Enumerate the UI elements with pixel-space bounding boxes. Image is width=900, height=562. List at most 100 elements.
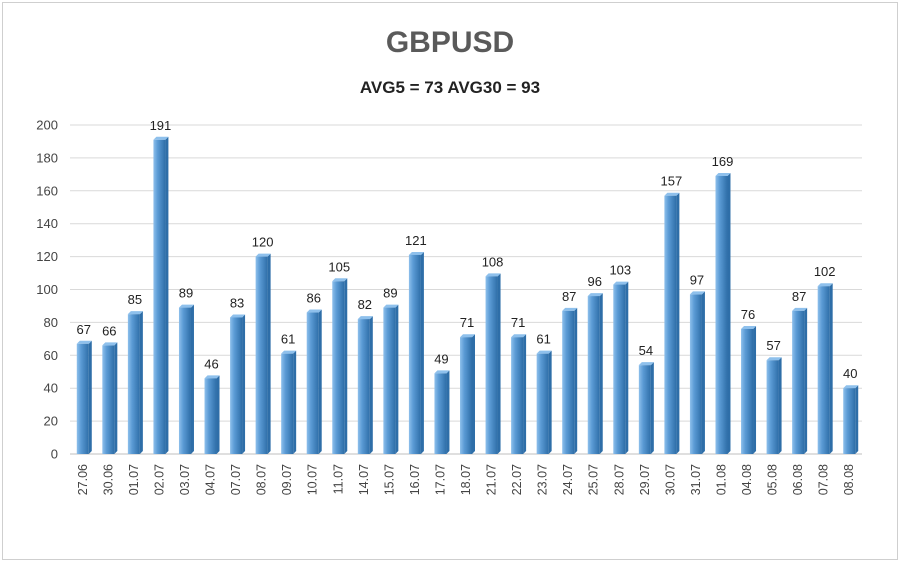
data-label: 86	[306, 291, 320, 306]
chart-title: GBPUSD	[385, 26, 515, 59]
bar	[741, 328, 754, 454]
bar-side	[778, 357, 782, 454]
bar-top	[536, 350, 552, 354]
bar	[817, 286, 830, 454]
x-tick-label: 04.07	[204, 464, 218, 495]
bar-top	[153, 136, 169, 140]
bar	[460, 337, 472, 454]
bar-side	[139, 311, 143, 454]
bar	[664, 195, 677, 455]
bar-top	[843, 385, 859, 389]
data-label: 157	[661, 174, 683, 189]
bar-top	[715, 172, 731, 176]
y-tick-label: 100	[36, 282, 58, 297]
x-tick-label: 09.07	[280, 464, 294, 495]
data-label: 169	[712, 154, 734, 169]
x-tick-label: 23.07	[536, 464, 550, 495]
data-label: 89	[383, 286, 397, 301]
y-tick-label: 60	[44, 348, 58, 363]
x-tick-label: 28.07	[612, 464, 626, 495]
y-tick-label: 80	[44, 315, 58, 330]
bar	[715, 175, 728, 454]
bar-side	[727, 172, 731, 454]
bar-side	[318, 309, 322, 454]
bar	[153, 139, 166, 454]
y-tick-label: 160	[36, 183, 58, 198]
data-label: 96	[588, 274, 602, 289]
bar	[383, 307, 396, 454]
bar-side	[242, 314, 246, 454]
bar-top	[562, 307, 578, 311]
bar-top	[332, 278, 348, 282]
data-label: 61	[281, 332, 295, 347]
bar-side	[701, 291, 705, 454]
bar	[408, 254, 421, 454]
data-label: 87	[792, 289, 806, 304]
bar-top	[306, 309, 322, 313]
bar	[638, 365, 651, 454]
data-label: 85	[128, 292, 142, 307]
bar	[281, 353, 294, 454]
bar-side	[344, 278, 348, 454]
bar-side	[420, 251, 424, 454]
x-tick-label: 01.07	[127, 464, 141, 495]
y-tick-label: 20	[44, 414, 58, 429]
data-label: 40	[843, 366, 857, 381]
data-label: 46	[204, 356, 218, 371]
data-label: 82	[358, 297, 372, 312]
bar-side	[599, 293, 603, 454]
bar-top	[638, 362, 654, 366]
bar-side	[574, 307, 578, 454]
bar-top	[613, 281, 629, 285]
bar-side	[114, 342, 118, 454]
bar	[255, 256, 268, 454]
bar-top	[460, 334, 475, 338]
bar-side	[267, 253, 271, 454]
x-tick-label: 30.07	[663, 464, 677, 495]
bar	[102, 345, 115, 454]
bar	[562, 310, 575, 454]
bar-top	[76, 340, 92, 344]
x-tick-label: 30.06	[101, 464, 115, 495]
bar	[332, 281, 345, 454]
bar-top	[178, 304, 194, 308]
bar-top	[408, 251, 424, 255]
x-tick-label: 17.07	[433, 464, 447, 495]
y-tick-label: 140	[36, 216, 58, 231]
x-tick-label: 31.07	[689, 464, 703, 495]
data-label: 89	[179, 286, 193, 301]
bar	[204, 378, 217, 454]
data-label: 67	[77, 322, 91, 337]
bar	[511, 337, 524, 454]
bar-side	[88, 340, 92, 454]
x-tick-label: 02.07	[152, 464, 166, 495]
bar	[843, 388, 856, 454]
x-tick-label: 10.07	[306, 464, 320, 495]
data-label: 121	[405, 233, 427, 248]
bar-side	[855, 385, 859, 454]
bar-side	[676, 192, 680, 455]
y-tick-label: 120	[36, 249, 58, 264]
bar-side	[395, 304, 399, 454]
x-tick-label: 21.07	[485, 464, 499, 495]
y-tick-label: 40	[44, 381, 58, 396]
bar-side	[190, 304, 194, 454]
bar-side	[625, 281, 629, 454]
x-tick-label: 11.07	[331, 464, 345, 494]
y-tick-label: 180	[36, 150, 58, 165]
bar-top	[766, 357, 782, 361]
bar	[689, 294, 702, 454]
y-tick-label: 200	[36, 118, 58, 133]
data-label: 71	[511, 315, 525, 330]
bar	[178, 307, 191, 454]
bar-side	[804, 307, 808, 454]
data-label: 97	[690, 272, 704, 287]
bar-top	[511, 334, 527, 338]
x-tick-label: 08.08	[842, 464, 856, 495]
bar	[76, 343, 89, 454]
bar	[766, 360, 779, 454]
bar-side	[497, 273, 501, 454]
x-tick-label: 01.08	[714, 464, 728, 495]
bar-top	[741, 325, 757, 329]
